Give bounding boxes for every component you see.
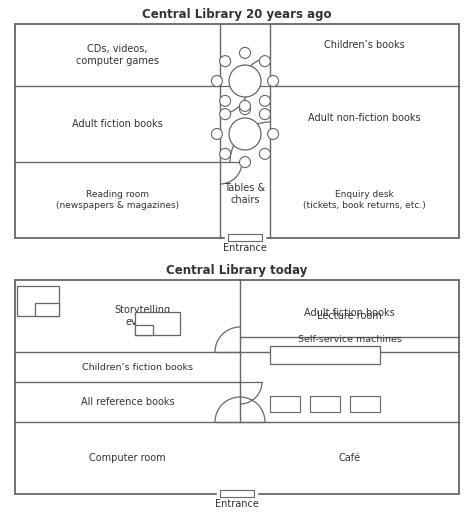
Circle shape <box>259 56 270 67</box>
Bar <box>270 396 300 412</box>
Circle shape <box>219 56 231 67</box>
Text: Children’s books: Children’s books <box>324 40 405 50</box>
Circle shape <box>219 148 231 159</box>
Bar <box>350 396 380 412</box>
Circle shape <box>229 65 261 97</box>
Bar <box>135 312 180 335</box>
Text: Self-service machines: Self-service machines <box>298 335 401 344</box>
Circle shape <box>259 95 270 106</box>
Text: Central Library today: Central Library today <box>166 264 308 277</box>
Bar <box>135 325 153 335</box>
Bar <box>270 346 380 364</box>
Bar <box>15 280 459 494</box>
Circle shape <box>259 109 270 120</box>
Text: All reference books: All reference books <box>81 397 174 407</box>
Circle shape <box>219 95 231 106</box>
Text: Lecture room: Lecture room <box>317 311 382 321</box>
Text: Tables &
chairs: Tables & chairs <box>224 183 265 205</box>
Text: Central Library 20 years ago: Central Library 20 years ago <box>142 8 332 21</box>
Text: CDs, videos,
computer games: CDs, videos, computer games <box>76 44 159 66</box>
Circle shape <box>229 118 261 150</box>
Text: Sofa: Sofa <box>156 314 173 323</box>
Text: Café: Café <box>338 453 361 463</box>
Text: Reading room
(newspapers & magazines): Reading room (newspapers & magazines) <box>56 190 179 210</box>
Bar <box>310 396 340 412</box>
Text: Information desk: Information desk <box>289 351 362 359</box>
Text: Children’s fiction books: Children’s fiction books <box>82 362 193 372</box>
Circle shape <box>211 129 222 139</box>
Bar <box>17 286 59 316</box>
Text: Adult fiction books: Adult fiction books <box>304 309 395 318</box>
Text: Adult fiction books: Adult fiction books <box>72 119 163 129</box>
Circle shape <box>211 75 222 87</box>
Bar <box>220 490 254 497</box>
Circle shape <box>239 157 250 167</box>
Text: Enquiry desk
(tickets, book returns, etc.): Enquiry desk (tickets, book returns, etc… <box>303 190 426 210</box>
Circle shape <box>239 103 250 115</box>
Circle shape <box>268 129 279 139</box>
Circle shape <box>239 48 250 58</box>
Bar <box>15 24 459 238</box>
Bar <box>228 234 262 241</box>
Text: Entrance: Entrance <box>223 243 267 253</box>
Text: Sofa: Sofa <box>26 289 43 298</box>
Circle shape <box>268 75 279 87</box>
Bar <box>35 303 59 316</box>
Text: Adult non-fiction books: Adult non-fiction books <box>308 113 421 123</box>
Circle shape <box>219 109 231 120</box>
Text: Computer room: Computer room <box>89 453 166 463</box>
Text: Entrance: Entrance <box>215 499 259 509</box>
Circle shape <box>259 148 270 159</box>
Circle shape <box>239 100 250 112</box>
Text: Storytelling
events: Storytelling events <box>114 305 171 327</box>
